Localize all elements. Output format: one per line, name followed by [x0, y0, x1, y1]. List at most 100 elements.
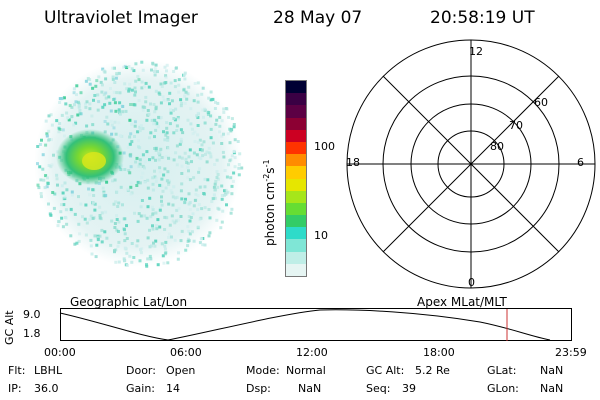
uv-pixel: [68, 104, 72, 108]
uv-pixel: [135, 184, 139, 187]
uv-pixel: [111, 179, 115, 183]
uv-pixel: [133, 211, 136, 215]
uv-pixel: [136, 239, 140, 243]
uv-pixel: [196, 116, 200, 119]
uv-pixel: [38, 165, 42, 169]
uv-pixel: [132, 256, 136, 259]
uv-pixel: [157, 158, 161, 162]
uv-pixel: [154, 179, 158, 183]
uv-pixel: [215, 158, 219, 162]
uv-pixel: [63, 181, 67, 185]
uv-pixel: [100, 83, 104, 87]
uv-pixel: [153, 169, 156, 173]
uv-pixel: [154, 158, 157, 162]
uv-pixel: [130, 88, 134, 92]
uv-pixel: [117, 260, 121, 264]
uv-pixel: [75, 93, 78, 97]
uv-pixel: [106, 122, 110, 126]
uv-pixel: [139, 124, 143, 128]
orbit-plot-frame: [60, 308, 572, 341]
uv-pixel: [172, 117, 176, 120]
uv-pixel: [123, 217, 127, 221]
uv-pixel: [88, 78, 92, 82]
uv-pixel: [144, 81, 148, 85]
uv-pixel: [141, 171, 145, 175]
uv-pixel: [113, 222, 117, 225]
uv-pixel: [134, 79, 138, 83]
uv-pixel: [77, 222, 81, 226]
uv-pixel: [110, 132, 114, 136]
uv-pixel: [213, 188, 217, 192]
uv-pixel: [175, 144, 179, 148]
uv-pixel: [147, 85, 151, 89]
uv-pixel: [134, 62, 138, 66]
uv-pixel: [166, 138, 170, 142]
uv-pixel: [196, 100, 200, 104]
uv-pixel: [237, 163, 241, 166]
uv-pixel: [97, 100, 101, 104]
uv-pixel: [84, 203, 88, 207]
uv-pixel: [168, 223, 172, 227]
uv-pixel: [167, 232, 171, 236]
uv-pixel: [130, 260, 134, 264]
uv-pixel: [129, 132, 133, 136]
uv-pixel: [218, 130, 222, 134]
uv-pixel: [48, 138, 51, 142]
uv-pixel: [139, 205, 143, 209]
uv-pixel: [77, 195, 80, 199]
uv-pixel: [118, 91, 122, 95]
gain-label: Gain:: [126, 382, 155, 395]
uv-pixel: [119, 168, 123, 172]
uv-pixel: [169, 189, 173, 192]
uv-pixel: [123, 168, 127, 171]
uv-pixel: [145, 216, 149, 220]
uv-pixel: [205, 150, 209, 154]
uv-pixel: [210, 200, 214, 203]
uv-pixel: [121, 203, 124, 207]
uv-pixel: [165, 121, 169, 125]
uv-pixel: [137, 212, 141, 216]
uv-pixel: [70, 190, 74, 194]
uv-pixel: [90, 114, 94, 118]
uv-pixel: [216, 177, 220, 181]
polar-grid: [346, 39, 596, 289]
orbit-plot: [59, 308, 572, 341]
gc-alt-value: 5.2 Re: [415, 364, 450, 377]
uv-pixel: [128, 254, 132, 258]
uv-pixel: [70, 209, 73, 213]
uv-pixel: [47, 202, 50, 206]
uv-pixel: [47, 129, 51, 133]
uv-pixel: [169, 111, 173, 115]
mlt-label-12: 12: [469, 45, 483, 58]
uv-pixel: [175, 208, 179, 212]
uv-pixel: [221, 209, 225, 213]
uv-pixel: [177, 207, 181, 211]
uv-pixel: [83, 217, 87, 221]
uv-pixel: [151, 182, 155, 186]
uv-pixel: [85, 100, 89, 104]
uv-pixel: [91, 201, 95, 205]
uv-pixel: [158, 166, 162, 170]
uv-pixel: [145, 118, 149, 122]
uv-pixel: [189, 122, 193, 126]
uv-pixel: [186, 244, 190, 248]
uv-pixel: [151, 176, 155, 180]
uv-pixel: [140, 60, 144, 64]
instrument-title: Ultraviolet Imager: [44, 8, 198, 28]
uv-pixel: [171, 195, 175, 199]
colorbar-swatch: [286, 141, 306, 155]
uv-pixel: [164, 75, 168, 79]
uv-pixel: [64, 102, 68, 106]
uv-pixel: [161, 254, 165, 258]
uv-pixel: [129, 185, 133, 189]
uv-pixel: [117, 220, 121, 224]
uv-pixel: [40, 138, 43, 142]
uv-pixel: [171, 219, 175, 223]
uv-pixel: [190, 230, 194, 234]
uv-pixel: [179, 189, 183, 193]
uv-pixel: [180, 182, 184, 186]
uv-pixel: [206, 178, 210, 182]
uv-pixel: [163, 247, 167, 251]
colorbar-swatch: [286, 190, 306, 203]
uv-pixel: [221, 150, 225, 154]
